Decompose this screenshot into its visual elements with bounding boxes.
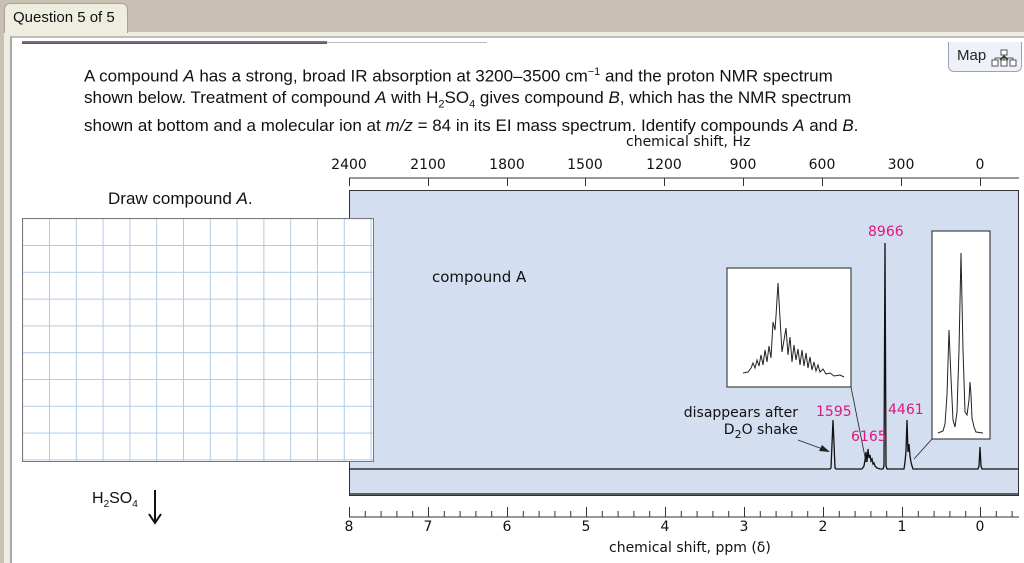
tab-label: Question 5 of 5 xyxy=(13,9,115,26)
ppm-tick: 8 xyxy=(344,519,354,535)
integral-label: 6165 xyxy=(851,429,887,445)
ppm-tick: 3 xyxy=(739,519,749,535)
question-line-3: shown at bottom and a molecular ion at m… xyxy=(84,116,859,136)
hz-tick: 1200 xyxy=(646,157,682,173)
integral-label: 8966 xyxy=(868,224,904,240)
sitemap-icon xyxy=(991,49,1017,67)
hz-tick: 1500 xyxy=(567,157,603,173)
map-button[interactable]: Map xyxy=(948,42,1022,72)
draw-prompt: Draw compound A. xyxy=(108,189,253,208)
hz-tick: 600 xyxy=(808,157,836,173)
ppm-tick: 4 xyxy=(660,519,670,535)
hz-tick: 2400 xyxy=(331,157,367,173)
tab-question-5[interactable]: Question 5 of 5 xyxy=(4,3,128,33)
hz-tick: 0 xyxy=(975,157,985,173)
hz-tick: 900 xyxy=(729,157,757,173)
ppm-tick: 0 xyxy=(975,519,985,535)
spectrum-title: compound A xyxy=(432,268,527,286)
divider xyxy=(327,42,487,43)
map-label: Map xyxy=(957,47,987,64)
nmr-spectrum-plot xyxy=(349,190,1019,496)
hz-tick: 1800 xyxy=(489,157,525,173)
drawing-canvas[interactable] xyxy=(22,218,374,462)
question-text: A compound A has a strong, broad IR abso… xyxy=(84,62,964,136)
integral-label: 4461 xyxy=(888,402,924,418)
hz-tick: 300 xyxy=(887,157,915,173)
question-line-1: A compound A has a strong, broad IR abso… xyxy=(84,66,833,86)
ppm-axis-title: chemical shift, ppm (δ) xyxy=(609,540,771,556)
reaction-arrow-icon xyxy=(148,490,162,525)
question-line-2: shown below. Treatment of compound A wit… xyxy=(84,87,852,111)
ppm-tick: 7 xyxy=(423,519,433,535)
ppm-tick: 5 xyxy=(581,519,591,535)
progress-bar xyxy=(22,41,327,44)
ppm-tick: 2 xyxy=(818,519,828,535)
integral-label: 1595 xyxy=(816,404,852,420)
hz-axis-title: chemical shift, Hz xyxy=(626,134,751,150)
ppm-tick: 1 xyxy=(897,519,907,535)
hz-tick: 2100 xyxy=(410,157,446,173)
ppm-tick: 6 xyxy=(502,519,512,535)
reagent-label: H2SO4 xyxy=(92,490,138,511)
d2o-annotation: disappears after D2O shake xyxy=(683,405,798,441)
